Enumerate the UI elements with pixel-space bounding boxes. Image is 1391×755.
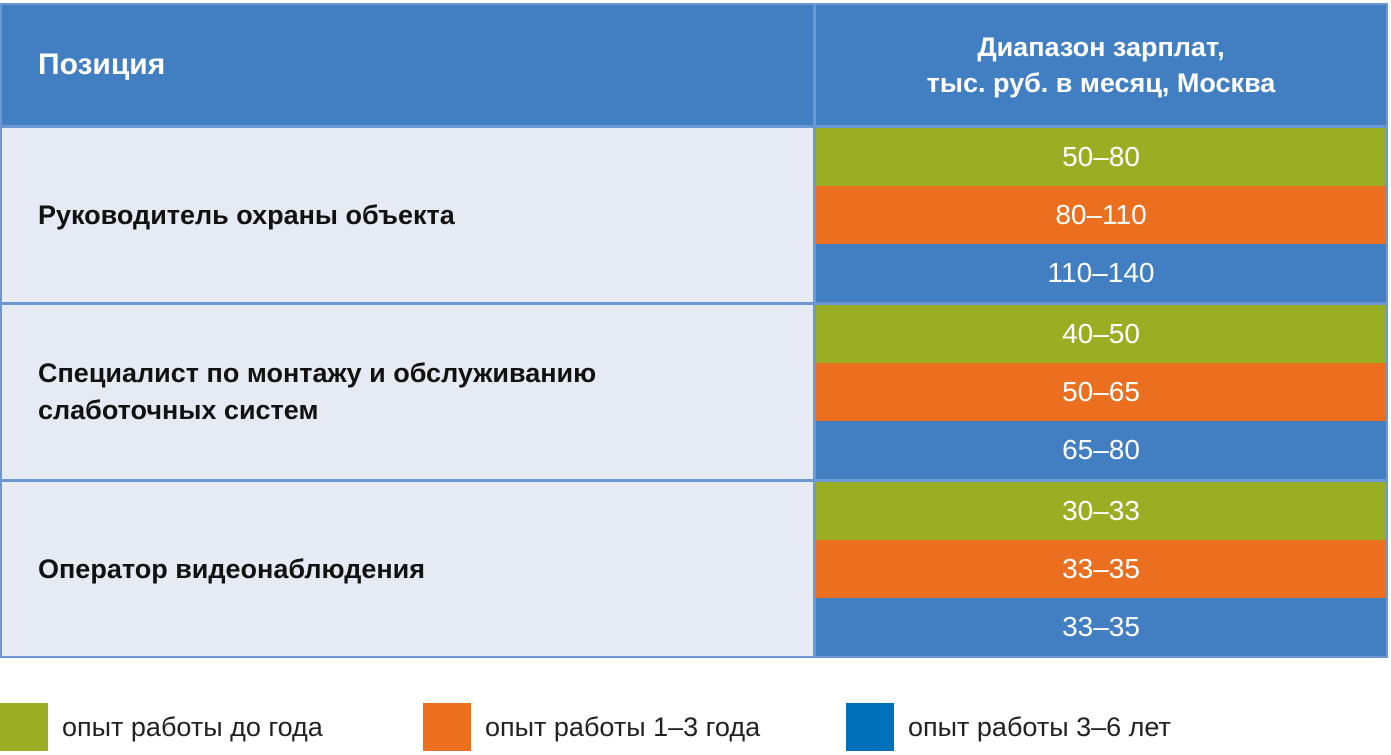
legend-swatch-orange-icon — [423, 703, 471, 751]
salary-1-3-years: 80–110 — [816, 186, 1386, 244]
salary-1-3-years: 33–35 — [816, 540, 1386, 598]
legend-label: опыт работы 3–6 лет — [908, 711, 1171, 742]
header-position: Позиция — [2, 5, 816, 125]
table-row-group: Руководитель охраны объекта 50–80 80–110… — [2, 125, 1386, 302]
salary-values: 30–33 33–35 33–35 — [816, 482, 1386, 656]
salary-under-1-year: 40–50 — [816, 305, 1386, 363]
table-header: Позиция Диапазон зарплат, тыс. руб. в ме… — [2, 5, 1386, 125]
table-row-group: Специалист по монтажу и обслуживанию сла… — [2, 302, 1386, 479]
legend: опыт работы до года опыт работы 1–3 года… — [0, 703, 1391, 751]
position-cell: Оператор видеонаблюдения — [2, 482, 816, 656]
salary-3-6-years: 65–80 — [816, 421, 1386, 479]
header-salary-range-line2: тыс. руб. в месяц, Москва — [926, 68, 1276, 98]
salary-under-1-year: 50–80 — [816, 128, 1386, 186]
position-cell: Руководитель охраны объекта — [2, 128, 816, 302]
salary-values: 50–80 80–110 110–140 — [816, 128, 1386, 302]
legend-swatch-green-icon — [0, 703, 48, 751]
position-name-line2: слаботочных систем — [38, 395, 319, 425]
legend-item-3-6-years: опыт работы 3–6 лет — [846, 703, 1171, 751]
salary-values: 40–50 50–65 65–80 — [816, 305, 1386, 479]
legend-item-1-3-years: опыт работы 1–3 года — [423, 703, 760, 751]
legend-swatch-blue-icon — [846, 703, 894, 751]
salary-3-6-years: 33–35 — [816, 598, 1386, 656]
legend-label: опыт работы 1–3 года — [485, 711, 761, 742]
header-salary-range-line1: Диапазон зарплат, — [977, 32, 1225, 62]
table-row-group: Оператор видеонаблюдения 30–33 33–35 33–… — [2, 479, 1386, 656]
legend-item-under-1-year: опыт работы до года — [0, 703, 323, 751]
salary-under-1-year: 30–33 — [816, 482, 1386, 540]
salary-1-3-years: 50–65 — [816, 363, 1386, 421]
legend-label: опыт работы до года — [62, 711, 323, 742]
salary-3-6-years: 110–140 — [816, 244, 1386, 302]
position-name-line1: Специалист по монтажу и обслуживанию — [38, 358, 597, 388]
salary-table: Позиция Диапазон зарплат, тыс. руб. в ме… — [0, 3, 1388, 658]
position-cell: Специалист по монтажу и обслуживанию сла… — [2, 305, 816, 479]
position-name: Руководитель охраны объекта — [38, 199, 455, 230]
position-name: Оператор видеонаблюдения — [38, 553, 426, 584]
header-salary-range: Диапазон зарплат, тыс. руб. в месяц, Мос… — [816, 5, 1386, 125]
